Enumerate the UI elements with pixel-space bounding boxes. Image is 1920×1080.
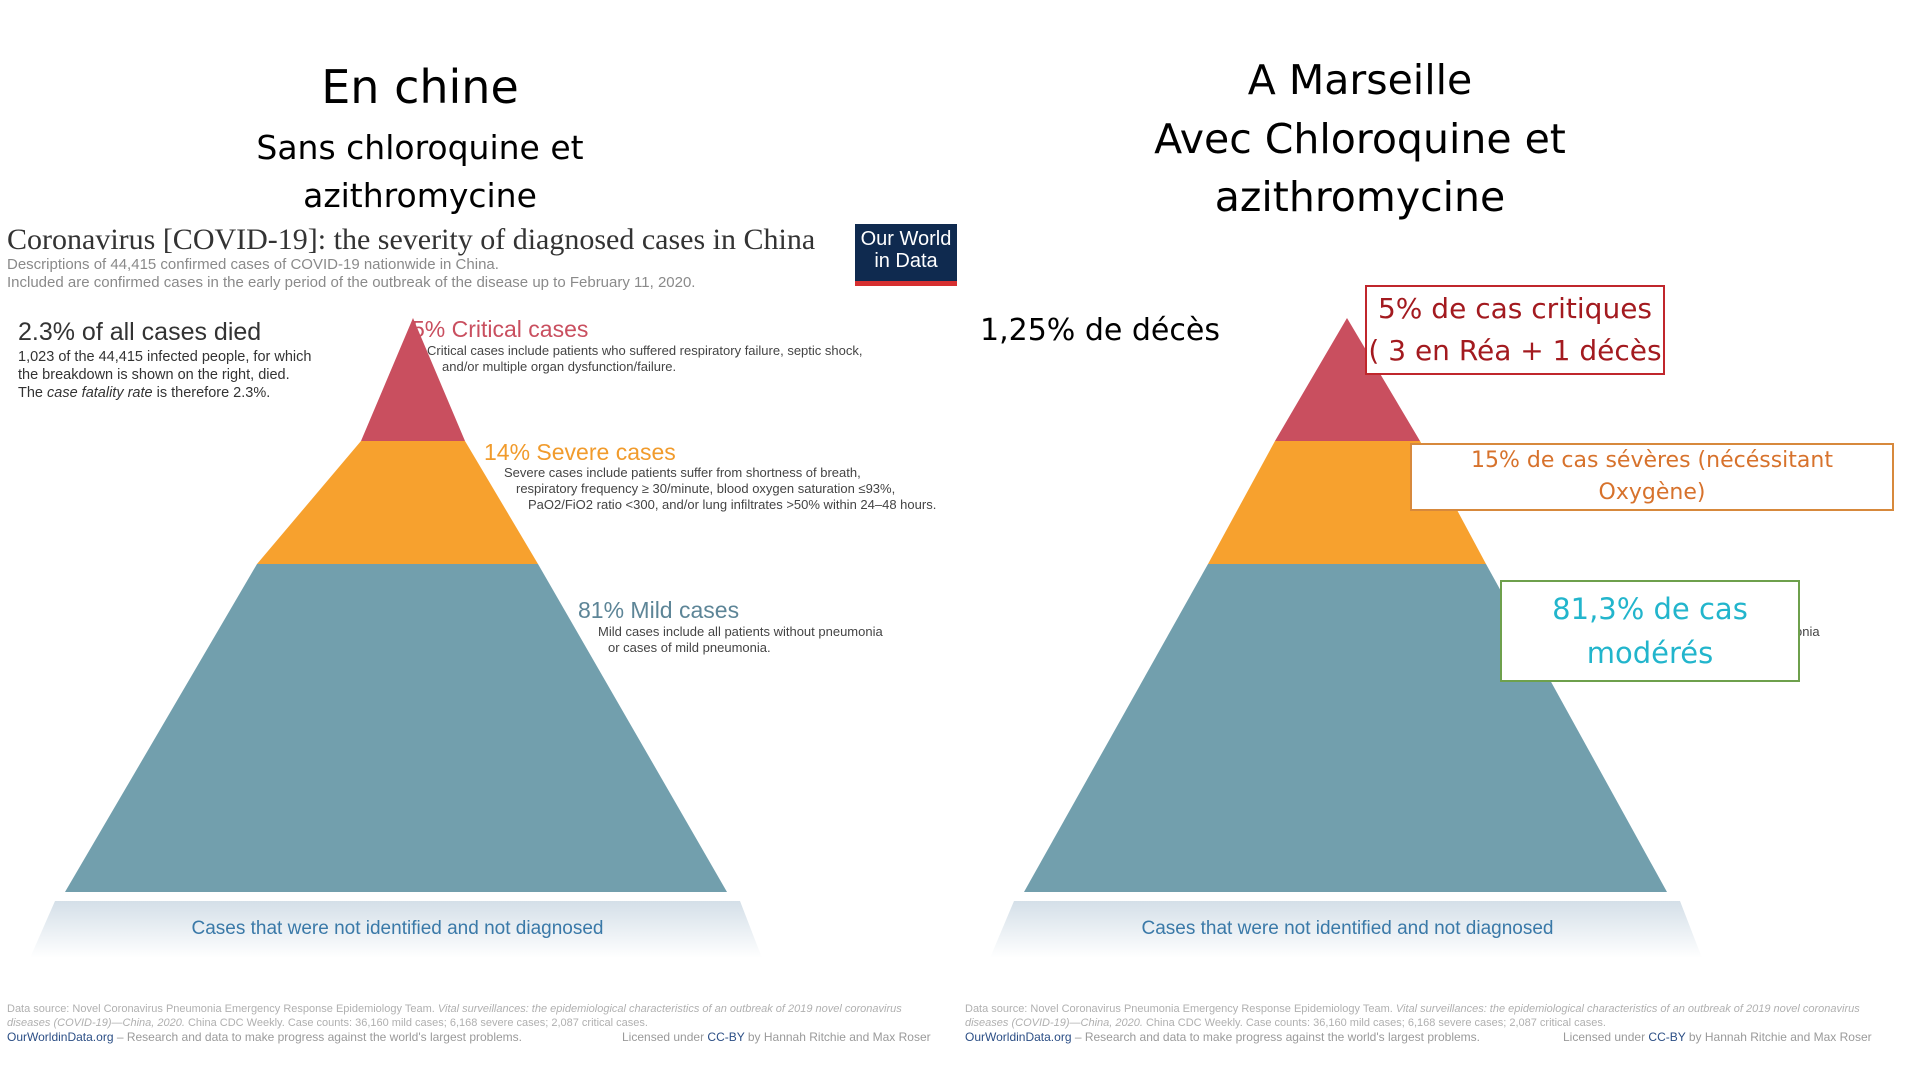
left-source-line1-em: Vital surveillances: the epidemiological… <box>437 1003 902 1015</box>
mild-desc-line2: or cases of mild pneumonia. <box>608 640 771 655</box>
died-desc-line3: The case fatality rate is therefore 2.3%… <box>18 384 270 402</box>
severe-desc-line1: Severe cases include patients suffer fro… <box>504 465 861 480</box>
right-license-b: by Hannah Ritchie and Max Roser <box>1685 1030 1872 1044</box>
left-critical-tier <box>361 318 465 441</box>
left-subheading-line1: Sans chloroquine et <box>256 128 584 167</box>
right-severe-box-line1: 15% de cas sévères (nécéssitant <box>1471 448 1833 473</box>
left-site-footer: OurWorldinData.org – Research and data t… <box>7 1030 522 1044</box>
owid-chart-title: Coronavirus [COVID-19]: the severity of … <box>7 223 816 256</box>
right-heading-line2: Avec Chloroquine et <box>1154 115 1566 163</box>
mild-heading: 81% Mild cases <box>578 597 740 623</box>
right-source-line1: Data source: Novel Coronavirus Pneumonia… <box>965 1002 1860 1016</box>
right-license: Licensed under CC-BY by Hannah Ritchie a… <box>1563 1030 1872 1044</box>
left-license-a: Licensed under <box>622 1030 708 1044</box>
right-source-line1-em: Vital surveillances: the epidemiological… <box>1395 1003 1860 1015</box>
right-license-a: Licensed under <box>1563 1030 1649 1044</box>
right-critical-box: 5% de cas critiques ( 3 en Réa + 1 décès <box>1365 285 1665 375</box>
left-source-line2: diseases (COVID-19)—China, 2020. China C… <box>7 1016 902 1030</box>
critical-desc-line2: and/or multiple organ dysfunction/failur… <box>442 359 677 374</box>
right-deaths-label: 1,25% de décès <box>980 313 1220 348</box>
left-site-tagline: – Research and data to make progress aga… <box>113 1030 523 1044</box>
left-source-footer: Data source: Novel Coronavirus Pneumonia… <box>7 1002 902 1030</box>
critical-heading: 5% Critical cases <box>412 316 589 342</box>
right-mild-box-line1: 81,3% de cas <box>1552 592 1748 626</box>
right-mild-peek-text: onia <box>1795 624 1820 639</box>
died-desc-line2: the breakdown is shown on the right, die… <box>18 367 290 383</box>
left-source-line1: Data source: Novel Coronavirus Pneumonia… <box>7 1002 902 1016</box>
owid-logo-line1: Our World <box>860 228 952 250</box>
died-heading: 2.3% of all cases died <box>18 318 262 346</box>
died-desc-line3-em: case fatality rate <box>47 385 153 401</box>
severe-heading: 14% Severe cases <box>484 439 676 465</box>
left-license-b: by Hannah Ritchie and Max Roser <box>744 1030 931 1044</box>
right-mild-box-line2: modérés <box>1586 636 1714 670</box>
right-severe-box-line2: Oxygène) <box>1598 480 1706 505</box>
right-undiagnosed-band <box>990 901 1702 958</box>
left-subheading-line2: azithromycine <box>303 176 537 215</box>
right-site-tagline: – Research and data to make progress aga… <box>1071 1030 1481 1044</box>
died-desc-line1: 1,023 of the 44,415 infected people, for… <box>18 349 312 365</box>
right-critical-tier <box>1275 318 1420 441</box>
left-source-line1-a: Data source: Novel Coronavirus Pneumonia… <box>7 1003 438 1015</box>
owid-logo: Our World in Data <box>855 224 957 286</box>
right-source-line2-em: diseases (COVID-19)—China, 2020. <box>965 1017 1143 1029</box>
left-undiagnosed-band <box>30 901 762 958</box>
left-license: Licensed under CC-BY by Hannah Ritchie a… <box>622 1030 931 1044</box>
left-severe-tier <box>257 441 538 564</box>
right-mild-box: 81,3% de cas modérés <box>1500 580 1800 682</box>
owid-chart-subtitle-line1: Descriptions of 44,415 confirmed cases o… <box>7 256 499 273</box>
right-source-footer: Data source: Novel Coronavirus Pneumonia… <box>965 1002 1860 1030</box>
left-heading: En chine <box>321 60 519 114</box>
critical-desc-line1: Critical cases include patients who suff… <box>427 343 863 358</box>
right-severe-box: 15% de cas sévères (nécéssitant Oxygène) <box>1410 443 1894 511</box>
right-critical-box-line1: 5% de cas critiques <box>1377 292 1653 325</box>
severe-desc-line2: respiratory frequency ≥ 30/minute, blood… <box>516 481 896 496</box>
left-source-line2-b: China CDC Weekly. Case counts: 36,160 mi… <box>184 1017 648 1029</box>
right-source-line2: diseases (COVID-19)—China, 2020. China C… <box>965 1016 1860 1030</box>
right-source-line1-a: Data source: Novel Coronavirus Pneumonia… <box>965 1003 1396 1015</box>
left-undiagnosed-label: Cases that were not identified and not d… <box>191 918 604 939</box>
left-mild-tier <box>65 564 727 892</box>
right-undiagnosed-label: Cases that were not identified and not d… <box>1141 918 1554 939</box>
left-source-line2-em: diseases (COVID-19)—China, 2020. <box>7 1017 185 1029</box>
right-source-line2-b: China CDC Weekly. Case counts: 36,160 mi… <box>1142 1017 1606 1029</box>
owid-logo-line2: in Data <box>874 250 938 272</box>
died-desc-line3-b: is therefore 2.3%. <box>152 385 271 401</box>
left-license-link[interactable]: CC-BY <box>707 1030 745 1044</box>
owid-chart-subtitle-line2: Included are confirmed cases in the earl… <box>7 274 696 291</box>
right-site-link[interactable]: OurWorldinData.org <box>965 1030 1072 1044</box>
mild-desc-line1: Mild cases include all patients without … <box>598 624 883 639</box>
right-critical-box-line2: ( 3 en Réa + 1 décès <box>1368 334 1662 367</box>
left-site-link[interactable]: OurWorldinData.org <box>7 1030 114 1044</box>
severe-desc-line3: PaO2/FiO2 ratio <300, and/or lung infilt… <box>528 497 937 512</box>
right-heading-line3: azithromycine <box>1214 173 1506 221</box>
died-desc-line3-a: The <box>18 385 48 401</box>
right-site-footer: OurWorldinData.org – Research and data t… <box>965 1030 1480 1044</box>
right-heading-line1: A Marseille <box>1247 56 1473 104</box>
right-license-link[interactable]: CC-BY <box>1648 1030 1686 1044</box>
